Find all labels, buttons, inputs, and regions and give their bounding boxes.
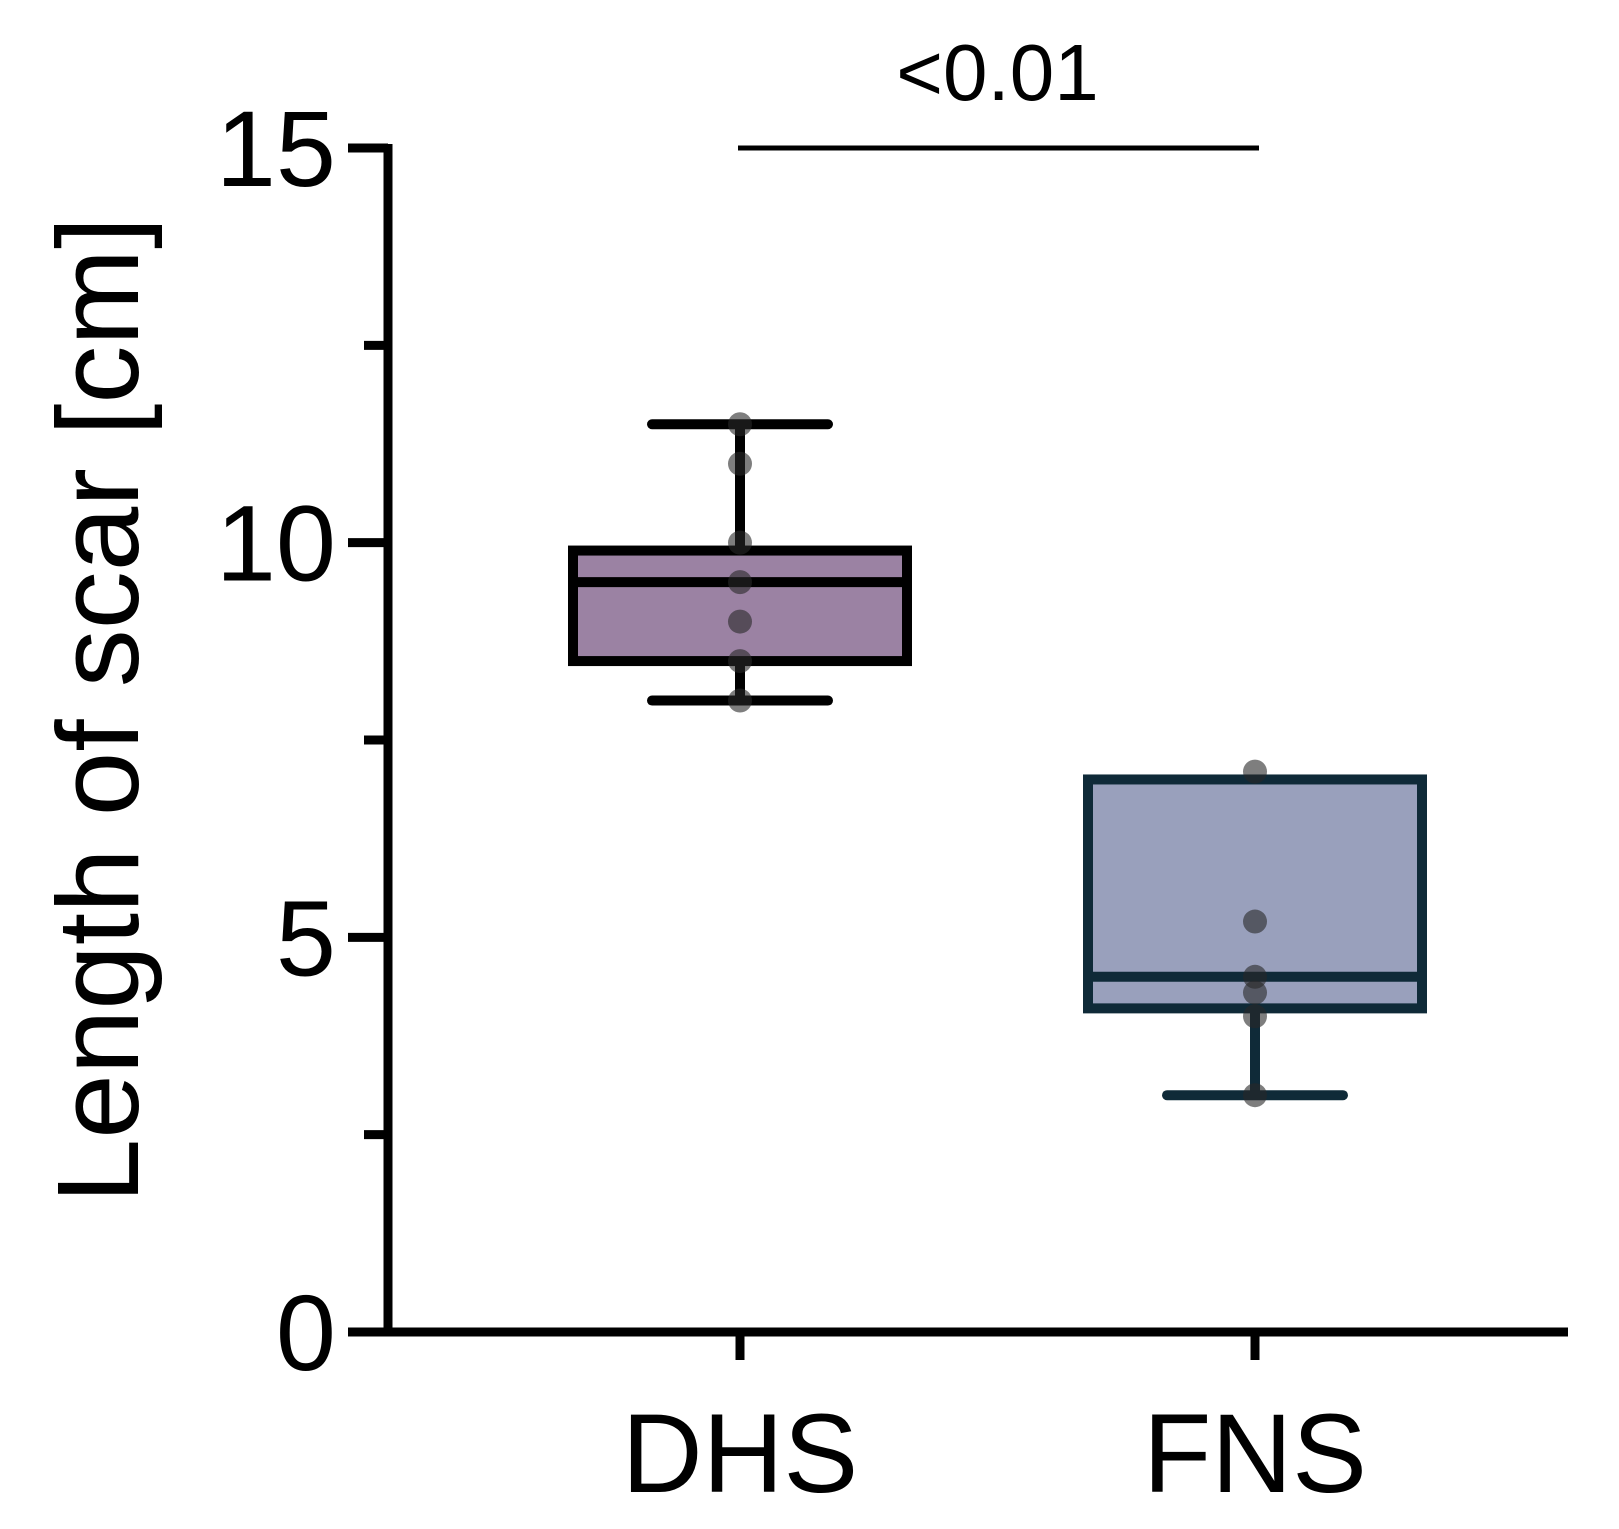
data-point (728, 649, 752, 674)
y-tick-label: 15 (216, 88, 336, 209)
y-tick-label: 5 (276, 877, 336, 998)
data-point (1243, 759, 1267, 784)
x-tick-label: DHS (622, 1391, 858, 1516)
data-point (728, 609, 752, 634)
data-point (728, 570, 752, 595)
data-point (728, 688, 752, 713)
x-tick-label: FNS (1143, 1391, 1367, 1516)
p-value-label: <0.01 (896, 28, 1098, 117)
data-point (1243, 1004, 1267, 1029)
box-dhs (568, 545, 912, 667)
data-point (1243, 1083, 1267, 1108)
y-tick-label: 0 (276, 1272, 336, 1393)
data-point (728, 451, 752, 476)
point-layer (728, 412, 1267, 1108)
data-point (728, 412, 752, 437)
significance-annotation: <0.01 (738, 28, 1259, 151)
data-point (1243, 909, 1267, 934)
axes (383, 144, 1568, 1337)
y-tick-label: 10 (216, 483, 336, 604)
tick-layer: DHS FNS 0 5 10 15 (216, 88, 1367, 1516)
data-point (728, 530, 752, 555)
data-point (1243, 980, 1267, 1005)
y-axis-label: Length of scar [cm] (33, 217, 163, 1203)
box-layer (568, 419, 1427, 1101)
